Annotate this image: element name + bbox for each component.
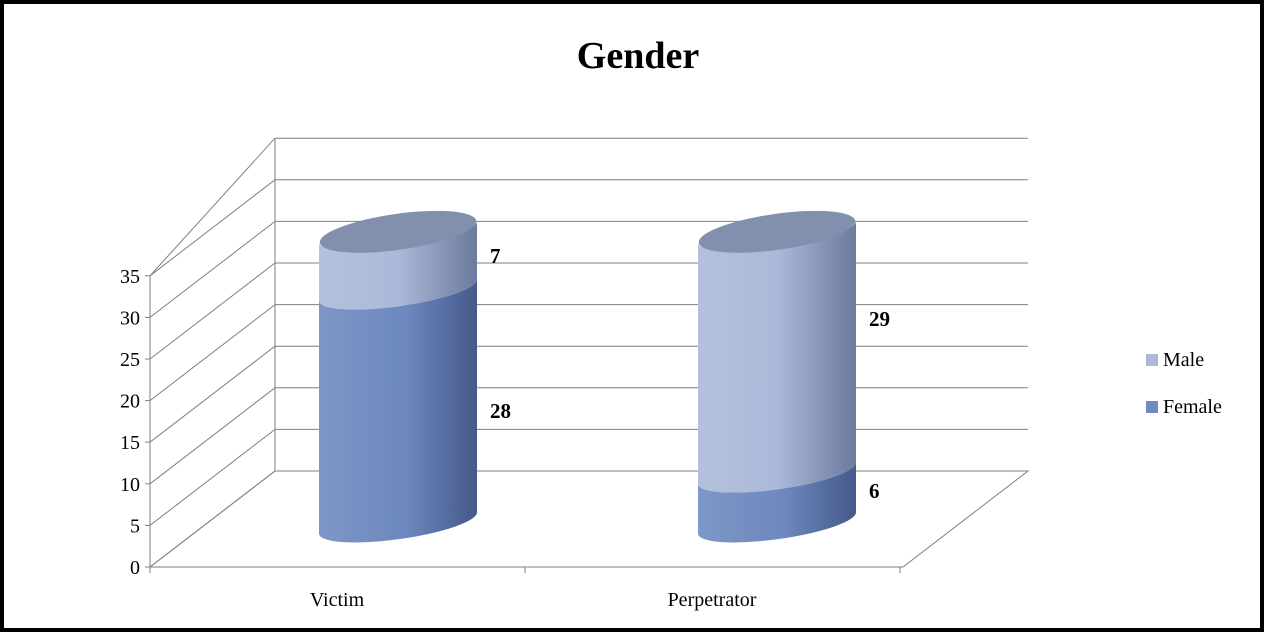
y-tick-label: 0 — [130, 557, 140, 579]
bar-top-cap — [319, 210, 477, 253]
x-tick-label: Victim — [310, 589, 365, 611]
side-gridline — [149, 429, 276, 526]
bar-female — [319, 279, 478, 543]
data-label-male: 7 — [490, 244, 501, 268]
side-gridline — [149, 262, 276, 360]
chart-axes: 0 5 10 15 20 25 30 35 Victim Perpetrator — [120, 266, 901, 611]
side-gridline — [149, 387, 276, 485]
chart-data-labels: 28 7 6 29 — [490, 244, 890, 503]
side-gridline — [149, 221, 276, 318]
y-tick-label: 25 — [120, 349, 140, 371]
y-tick-label: 20 — [120, 391, 140, 413]
side-wall-top-edge — [149, 137, 276, 277]
legend-label-male: Male — [1163, 349, 1204, 371]
x-tick-label: Perpetrator — [668, 589, 757, 611]
y-tick-label: 15 — [120, 432, 140, 454]
y-tick-label: 35 — [120, 266, 140, 288]
y-tick-label: 10 — [120, 474, 140, 496]
data-label-female: 6 — [869, 479, 880, 503]
bar-male — [698, 220, 857, 493]
y-tick-label: 5 — [130, 515, 140, 537]
chart-walls — [148, 137, 1030, 568]
side-gridline — [149, 179, 276, 277]
bar-top-cap — [698, 210, 856, 253]
side-gridline — [149, 304, 276, 401]
legend-swatch-female — [1146, 401, 1158, 413]
floor-outline — [148, 470, 1030, 568]
chart-legend: Male Female — [1146, 349, 1222, 418]
side-gridline — [149, 470, 276, 568]
bar-male — [319, 220, 478, 310]
data-label-male: 29 — [869, 307, 890, 331]
y-tick-label: 30 — [120, 307, 140, 329]
chart-bars — [319, 210, 857, 543]
chart-title: Gender — [577, 35, 700, 77]
legend-label-female: Female — [1163, 396, 1222, 418]
data-label-female: 28 — [490, 399, 511, 423]
legend-swatch-male — [1146, 354, 1158, 366]
bar-female — [698, 462, 857, 543]
side-gridline — [149, 345, 276, 443]
